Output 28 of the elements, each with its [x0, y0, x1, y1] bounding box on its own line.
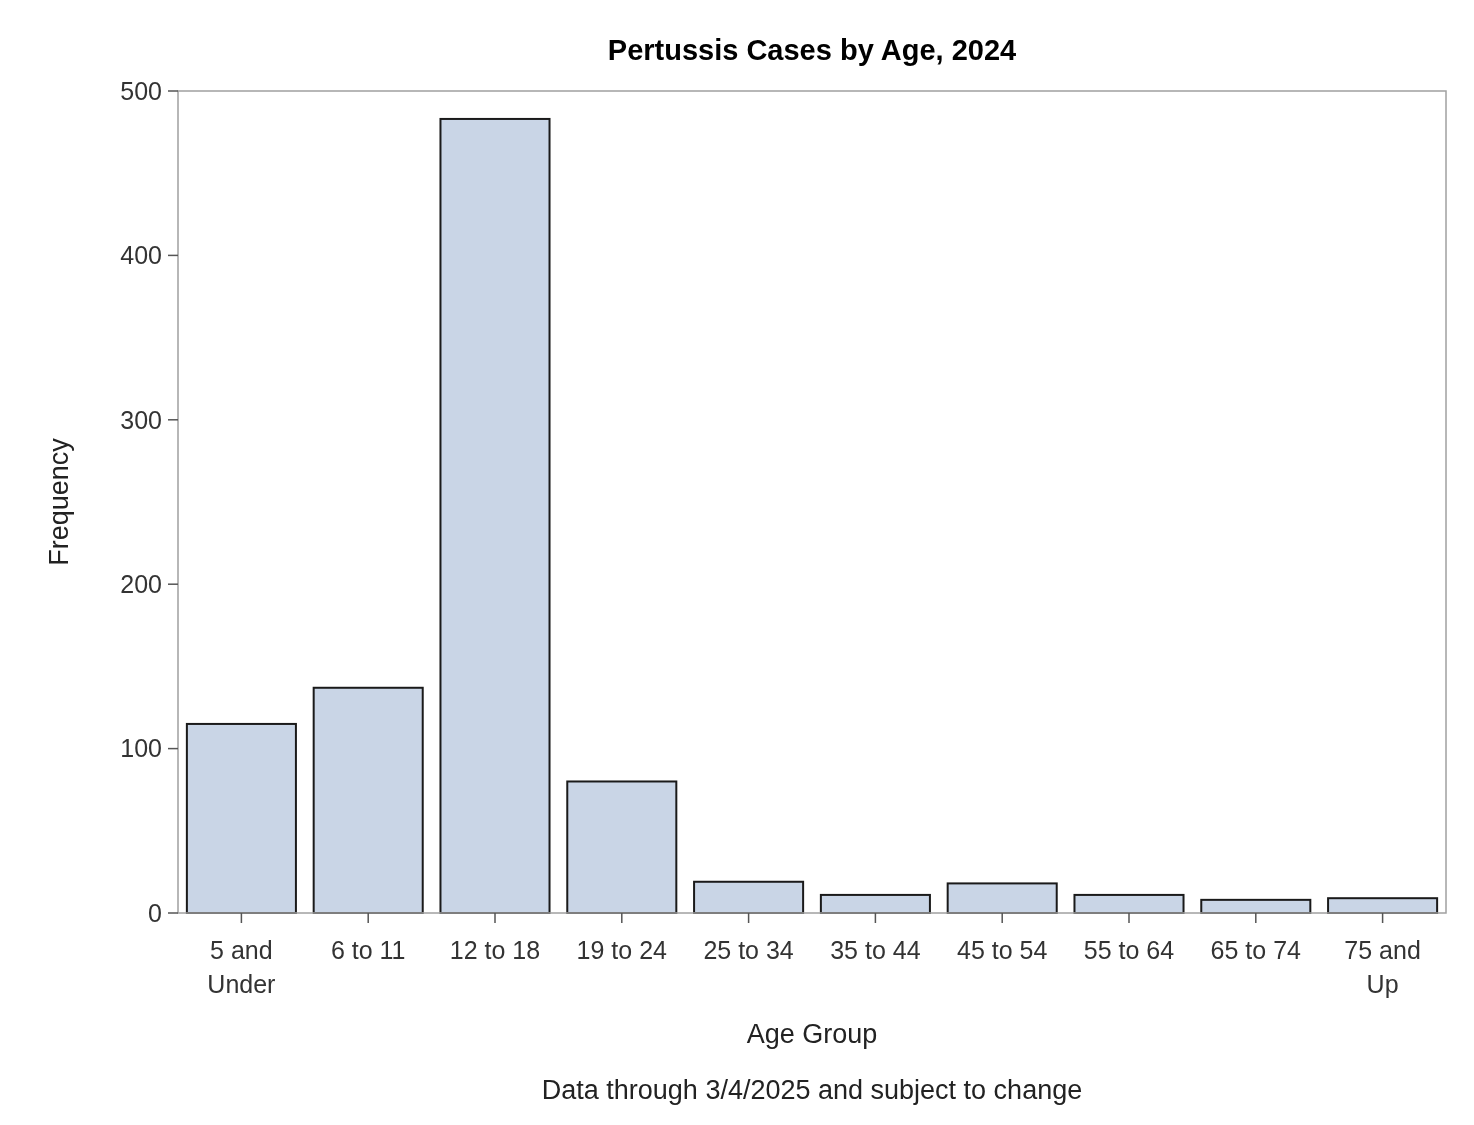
bar	[439, 117, 551, 914]
x-tick-label: 35 to 44	[830, 936, 921, 964]
bar	[946, 882, 1058, 914]
x-tick-label: 5 and Under	[207, 936, 276, 998]
x-tick-label: 65 to 74	[1210, 936, 1302, 964]
x-tick-label: 45 to 54	[957, 936, 1048, 964]
bar	[693, 880, 805, 914]
x-tick-label: 6 to 11	[330, 936, 406, 964]
bar	[185, 722, 297, 914]
y-tick-label: 200	[120, 569, 162, 598]
x-tick-label: 55 to 64	[1083, 936, 1175, 964]
bar	[1073, 893, 1185, 914]
y-axis-title: Frequency	[44, 437, 74, 566]
y-tick-label: 500	[120, 76, 162, 105]
y-tick-label: 400	[120, 241, 162, 270]
x-tick-label: 75 and Up	[1344, 936, 1421, 998]
x-tick-label: 12 to 18	[449, 936, 541, 964]
bar	[312, 686, 424, 914]
y-tick-label: 0	[148, 898, 162, 927]
x-tick-label: 19 to 24	[576, 936, 668, 964]
x-tick-label: 25 to 34	[703, 936, 794, 964]
y-tick-label: 300	[120, 405, 162, 434]
y-tick-label: 100	[120, 734, 162, 763]
chart-title: Pertussis Cases by Age, 2024	[607, 34, 1017, 66]
bar	[566, 780, 678, 914]
x-axis-title: Age Group	[746, 1019, 878, 1049]
text: Data through 3/4/2025 and subject to change	[541, 1075, 1083, 1105]
bar	[819, 893, 931, 914]
